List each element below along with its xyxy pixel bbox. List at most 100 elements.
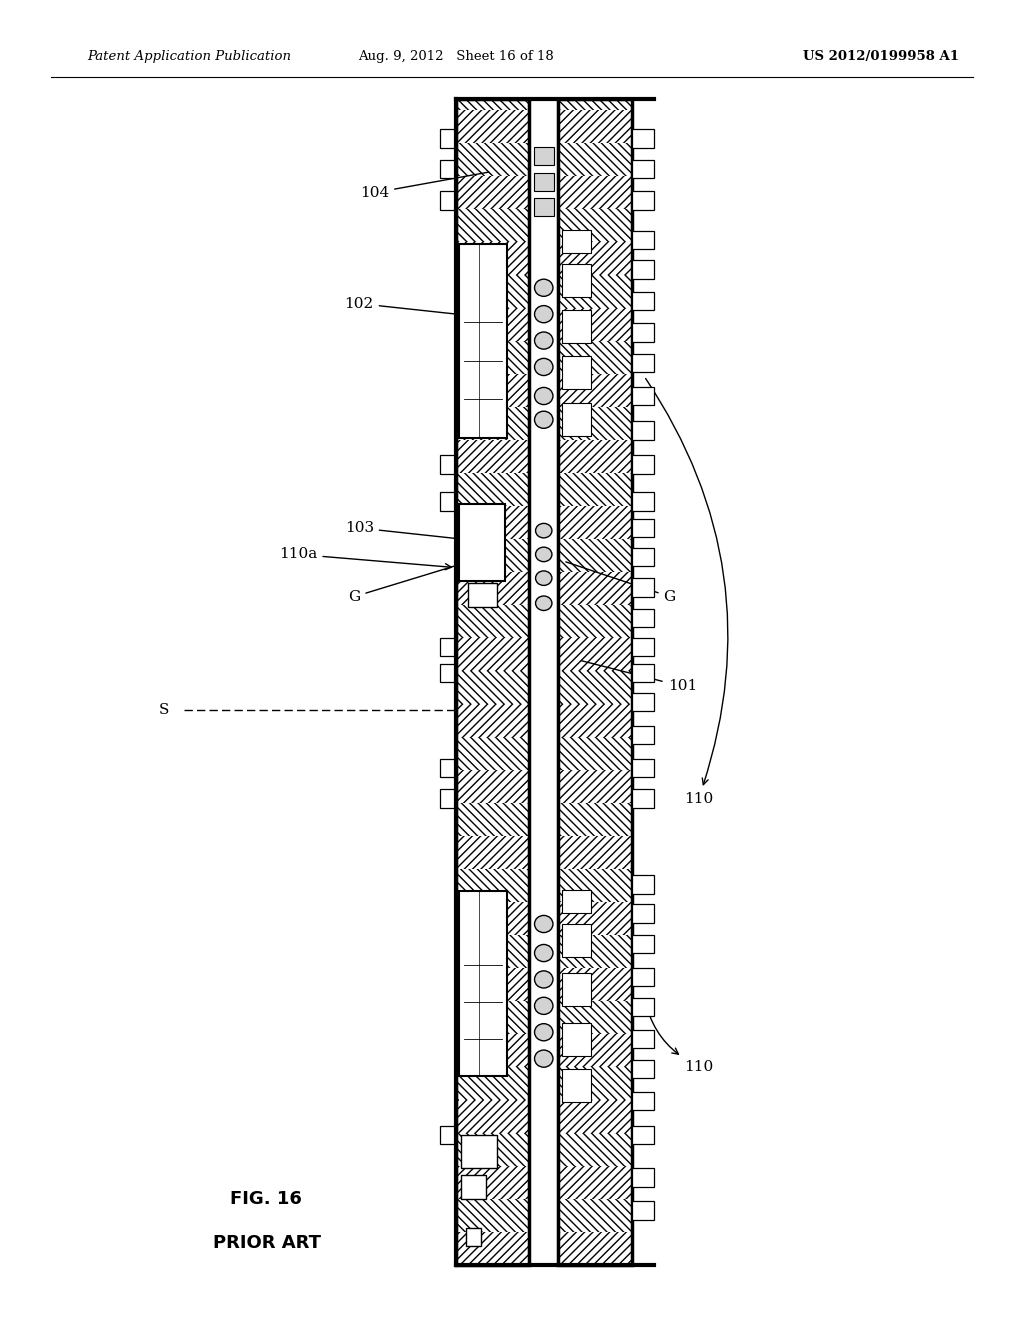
Bar [632, 1060, 654, 1078]
Bar [440, 759, 456, 777]
Bar [562, 1023, 591, 1056]
Bar [558, 935, 632, 968]
Bar [456, 803, 529, 836]
Bar [558, 902, 632, 935]
Bar [558, 242, 632, 275]
Bar [632, 455, 654, 474]
Bar [632, 387, 654, 405]
Bar [558, 1067, 632, 1100]
Bar [440, 1126, 456, 1144]
Bar [632, 323, 654, 342]
Ellipse shape [536, 595, 552, 610]
Bar [456, 836, 529, 869]
Bar [558, 605, 632, 638]
Bar [562, 924, 591, 957]
Bar [456, 440, 529, 473]
Bar [632, 548, 654, 566]
Bar [632, 1092, 654, 1110]
Bar [632, 968, 654, 986]
Bar [440, 455, 456, 474]
Bar [632, 1126, 654, 1144]
Bar [456, 473, 529, 506]
Bar [558, 1034, 632, 1067]
Bar [456, 242, 529, 275]
Bar [632, 789, 654, 808]
Bar [558, 836, 632, 869]
Bar [534, 147, 554, 165]
Bar [558, 506, 632, 539]
Bar [456, 539, 529, 572]
Bar [456, 737, 529, 770]
Ellipse shape [536, 548, 552, 562]
Bar [558, 99, 632, 1265]
Ellipse shape [535, 945, 553, 961]
Bar [456, 1199, 529, 1232]
Bar [466, 1228, 481, 1246]
Bar [558, 770, 632, 803]
Bar [468, 583, 497, 607]
Bar [632, 292, 654, 310]
Bar [632, 160, 654, 178]
Bar [632, 875, 654, 894]
Text: 110: 110 [645, 999, 714, 1073]
Bar [456, 374, 529, 407]
Bar [558, 308, 632, 341]
Text: 104: 104 [359, 172, 488, 199]
Bar [558, 539, 632, 572]
Bar [456, 176, 529, 209]
Ellipse shape [535, 333, 553, 350]
Text: 110: 110 [646, 379, 728, 805]
Bar [558, 704, 632, 737]
Bar [456, 99, 529, 110]
Bar [459, 504, 505, 581]
Bar [456, 110, 529, 143]
Bar [456, 770, 529, 803]
Ellipse shape [535, 358, 553, 376]
Bar [558, 869, 632, 902]
Bar [562, 1069, 591, 1102]
Bar [562, 973, 591, 1006]
Bar [440, 129, 456, 148]
Bar [456, 308, 529, 341]
Ellipse shape [536, 570, 552, 586]
Bar [456, 572, 529, 605]
Bar [632, 578, 654, 597]
Bar [558, 968, 632, 1001]
Bar [456, 1067, 529, 1100]
Ellipse shape [535, 411, 553, 428]
Bar [456, 671, 529, 704]
Ellipse shape [535, 998, 553, 1014]
Bar [461, 1175, 486, 1199]
Bar [456, 704, 529, 737]
Ellipse shape [535, 280, 553, 297]
Bar [456, 209, 529, 242]
Bar [632, 231, 654, 249]
Bar [558, 1166, 632, 1199]
Bar [558, 407, 632, 440]
Bar [558, 99, 632, 110]
Bar [440, 789, 456, 808]
Bar [632, 492, 654, 511]
Text: 102: 102 [344, 297, 478, 317]
Bar [456, 1001, 529, 1034]
Bar [562, 230, 591, 253]
Bar [456, 407, 529, 440]
Bar [632, 191, 654, 210]
Bar [632, 726, 654, 744]
Ellipse shape [536, 523, 552, 539]
Ellipse shape [535, 972, 553, 987]
Bar [558, 143, 632, 176]
Bar [632, 998, 654, 1016]
Bar [558, 671, 632, 704]
Text: S: S [159, 704, 169, 717]
Bar [632, 1201, 654, 1220]
Bar [461, 1135, 497, 1168]
Text: PRIOR ART: PRIOR ART [213, 1234, 321, 1253]
Ellipse shape [535, 305, 553, 323]
Bar [456, 143, 529, 176]
Bar [558, 473, 632, 506]
Text: G: G [348, 562, 468, 603]
Bar [456, 1034, 529, 1067]
Bar [440, 664, 456, 682]
Bar [632, 260, 654, 279]
